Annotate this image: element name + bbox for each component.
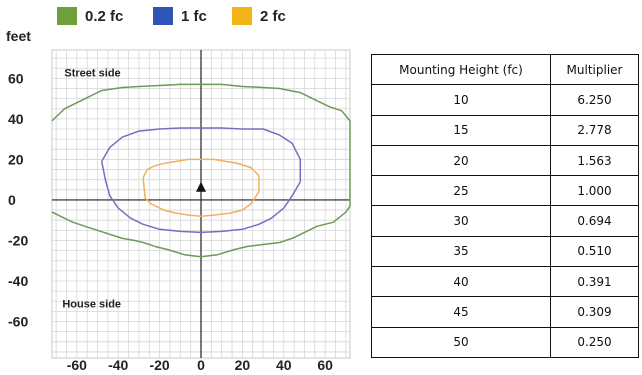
- x-tick-label: -60: [67, 357, 87, 373]
- contour-1-fc: [100, 127, 302, 234]
- table-row: 25 1.000: [371, 175, 639, 207]
- y-tick-label: 0: [8, 192, 16, 208]
- legend-swatch-1-fc: [153, 7, 173, 25]
- y-tick-label: -60: [8, 314, 28, 330]
- multiplier-cell: 0.250: [550, 326, 639, 358]
- column-header-multiplier: Multiplier: [550, 53, 639, 86]
- legend-label: 1 fc: [181, 7, 207, 25]
- mounting-height-cell: 25: [371, 175, 551, 207]
- contour-curves: [51, 83, 351, 258]
- table-row: 20 1.563: [371, 144, 639, 177]
- x-tick-label: 20: [235, 357, 251, 373]
- x-tick-label: 60: [317, 357, 333, 373]
- y-axis-unit-label: feet: [6, 28, 31, 44]
- mounting-height-cell: 15: [371, 114, 551, 146]
- annotation-street-side: Street side: [64, 67, 120, 79]
- contour-2-fc: [142, 158, 260, 217]
- chart-legend: 0.2 fc 1 fc 2 fc: [0, 0, 340, 30]
- legend-item-2-fc: 2 fc: [232, 6, 286, 26]
- multiplier-cell: 1.563: [550, 144, 639, 177]
- multiplier-cell: 2.778: [550, 114, 639, 146]
- y-tick-label: 20: [8, 151, 24, 167]
- contour-0-2-fc: [51, 83, 351, 258]
- multiplier-cell: 0.391: [550, 266, 639, 298]
- mounting-height-cell: 45: [371, 296, 551, 328]
- tick-labels: -60 -40 -20 0 20 40 60 60 40 20 0 -20 -40 -60: [8, 70, 333, 373]
- x-tick-label: 0: [197, 357, 205, 373]
- multiplier-cell: 1.000: [550, 175, 639, 207]
- legend-label: 2 fc: [260, 7, 286, 25]
- y-tick-label: -20: [8, 232, 28, 248]
- annotations: Street side House side: [62, 67, 121, 310]
- y-tick-label: -40: [8, 273, 28, 289]
- table-row: 15 2.778: [371, 114, 639, 146]
- legend-label: 0.2 fc: [85, 7, 124, 25]
- mounting-height-cell: 35: [371, 235, 551, 268]
- y-tick-label: 40: [8, 111, 24, 127]
- legend-swatch-2-fc: [232, 7, 252, 25]
- legend-item-1-fc: 1 fc: [153, 6, 207, 26]
- table-row: 45 0.309: [371, 296, 639, 328]
- mounting-height-multiplier-table: Mounting Height (fc) Multiplier 10 6.250 …: [371, 53, 639, 358]
- table-row: 50 0.250: [371, 326, 639, 358]
- chart-axes: [52, 50, 350, 358]
- y-tick-label: 60: [8, 70, 24, 86]
- x-tick-label: -20: [149, 357, 169, 373]
- mounting-height-cell: 30: [371, 205, 551, 237]
- x-tick-label: -40: [108, 357, 128, 373]
- fixture-marker-icon: [196, 181, 206, 192]
- table-header-row: Mounting Height (fc) Multiplier: [371, 53, 639, 86]
- mounting-height-cell: 50: [371, 326, 551, 358]
- mounting-height-cell: 10: [371, 84, 551, 116]
- table-row: 30 0.694: [371, 205, 639, 237]
- legend-swatch-0-2-fc: [57, 7, 77, 25]
- legend-item-0-2-fc: 0.2 fc: [57, 6, 123, 26]
- column-header-mounting-height: Mounting Height (fc): [371, 53, 551, 86]
- table-row: 35 0.510: [371, 235, 639, 268]
- table-row: 10 6.250: [371, 84, 639, 116]
- multiplier-cell: 0.309: [550, 296, 639, 328]
- multiplier-cell: 0.510: [550, 235, 639, 268]
- x-tick-label: 40: [276, 357, 292, 373]
- mounting-height-cell: 40: [371, 266, 551, 298]
- multiplier-cell: 0.694: [550, 205, 639, 237]
- annotation-house-side: House side: [62, 298, 121, 310]
- mounting-height-cell: 20: [371, 144, 551, 177]
- multiplier-cell: 6.250: [550, 84, 639, 116]
- table-row: 40 0.391: [371, 266, 639, 298]
